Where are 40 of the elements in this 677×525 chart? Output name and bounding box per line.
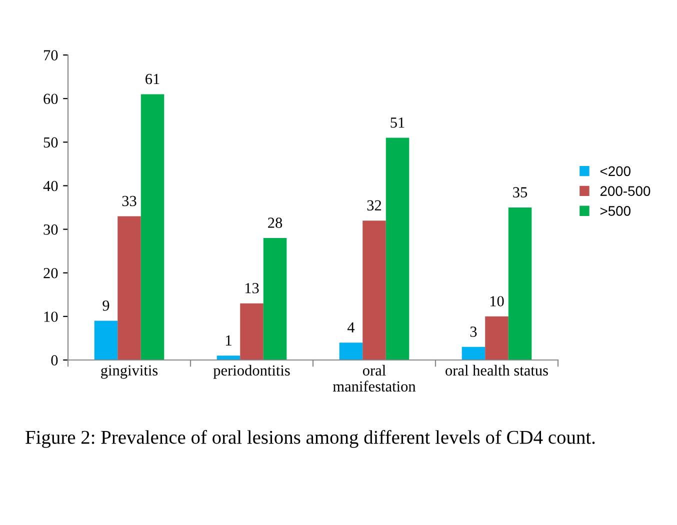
legend-label: <200 <box>600 166 630 176</box>
y-tick-label: 0 <box>51 355 58 366</box>
data-label: 32 <box>367 200 382 211</box>
data-label: 9 <box>102 300 110 311</box>
data-label: 10 <box>490 296 504 306</box>
data-label: 61 <box>146 74 160 84</box>
data-label: 33 <box>122 196 136 206</box>
data-label: 28 <box>268 218 282 228</box>
data-label: 13 <box>245 283 259 294</box>
bar <box>362 220 386 360</box>
y-tick-label: 30 <box>44 224 58 235</box>
bar <box>118 216 141 360</box>
x-tick-label: gingivitis <box>101 365 158 379</box>
bar <box>462 346 486 360</box>
bar <box>339 342 363 360</box>
caption: Figure 2: Prevalence of oral lesions among different levels of CD4 count. <box>26 430 595 448</box>
bar <box>508 208 532 360</box>
bar <box>263 238 287 360</box>
x-tick-label: oral manifestation <box>332 364 416 392</box>
y-tick-label: 50 <box>44 137 58 148</box>
data-label: 1 <box>226 335 232 346</box>
bar <box>216 356 240 360</box>
data-label: 4 <box>347 322 355 332</box>
bar <box>386 138 410 360</box>
x-tick-label: periodontitis <box>213 364 290 379</box>
data-label: 35 <box>513 187 528 198</box>
x-tick-label: oral health status <box>446 364 548 376</box>
data-label: 51 <box>390 118 404 128</box>
y-tick-label: 20 <box>44 268 58 278</box>
bar <box>94 320 118 360</box>
y-tick-label: 10 <box>44 312 58 322</box>
y-tick-label: 40 <box>43 180 58 192</box>
y-tick-label: 70 <box>44 50 58 60</box>
data-label: 3 <box>470 326 477 337</box>
legend-label: 200-500 <box>600 186 650 196</box>
y-tick-label: 60 <box>44 94 58 104</box>
bar <box>240 303 264 360</box>
legend-label: >500 <box>600 206 630 216</box>
bar <box>485 316 508 360</box>
bar <box>140 94 164 360</box>
